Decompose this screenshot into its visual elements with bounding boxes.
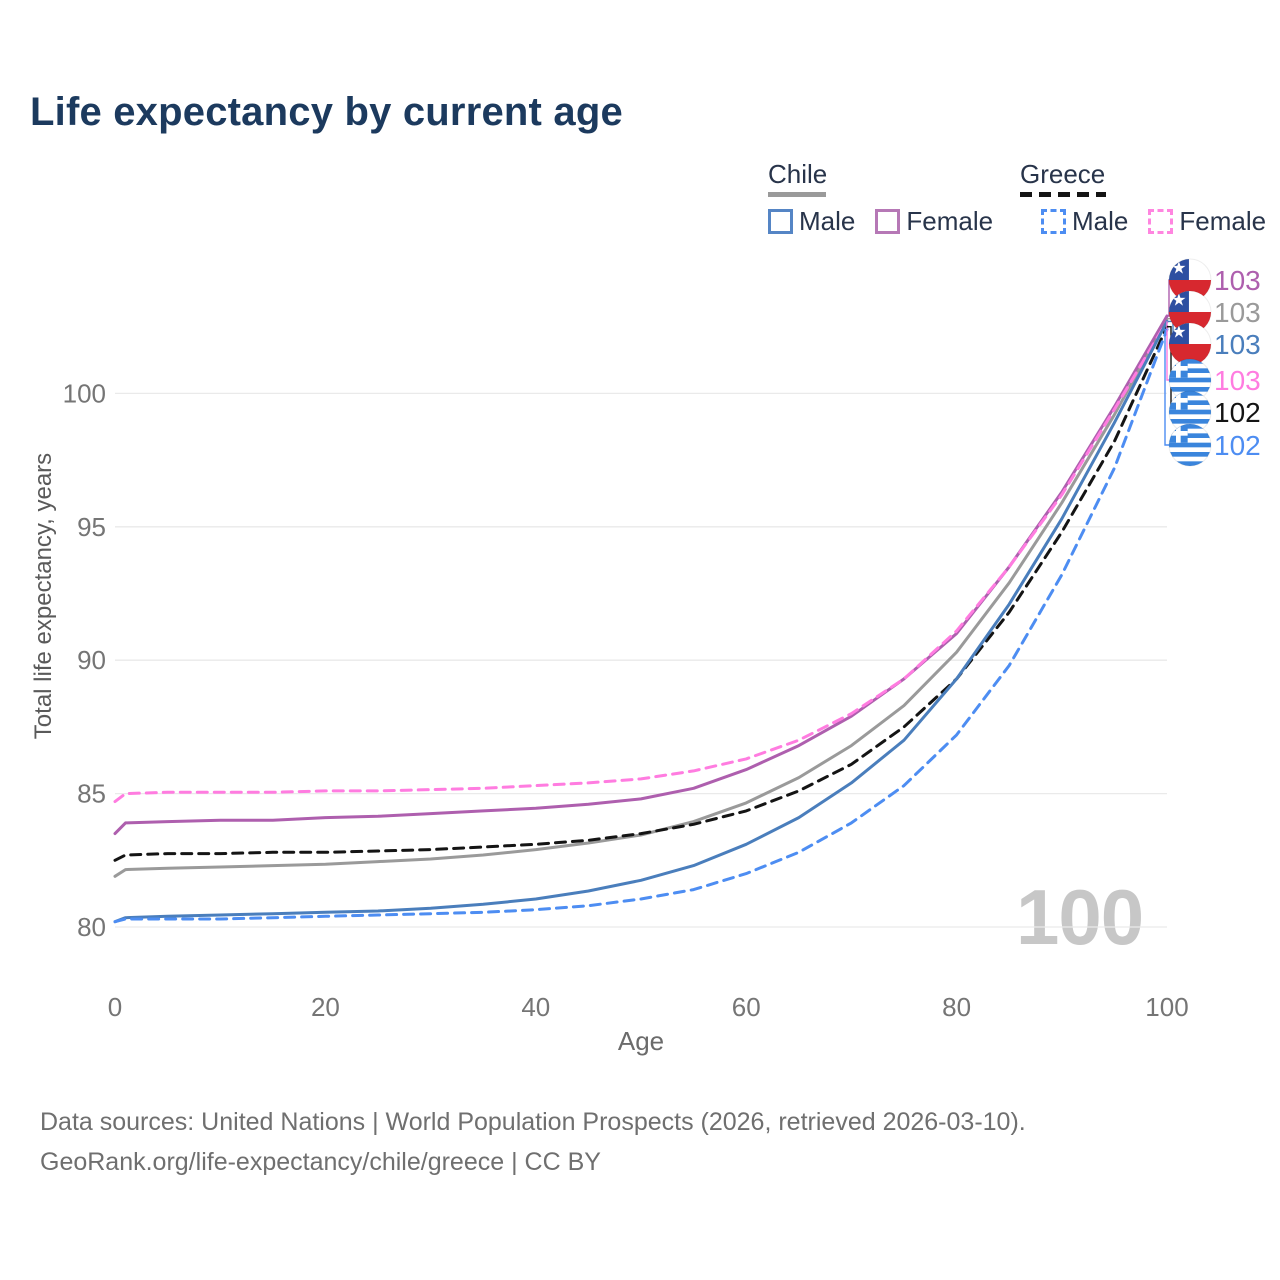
legend-underline-chile xyxy=(768,192,826,197)
legend-underline-greece xyxy=(1020,192,1106,197)
x-tick-label: 20 xyxy=(311,992,340,1022)
series-line-greece-male xyxy=(113,327,1169,924)
y-tick-label: 100 xyxy=(63,378,106,408)
end-value-label: 102 xyxy=(1214,430,1261,461)
footer-attribution: GeoRank.org/life-expectancy/chile/greece… xyxy=(40,1148,601,1176)
legend-item-label: Male xyxy=(1072,206,1129,236)
series-line-greece-female xyxy=(113,319,1169,804)
end-annotation-greece-female: 103 xyxy=(1168,358,1261,402)
end-value-label: 103 xyxy=(1214,297,1261,328)
end-annotation-greece-male: 102 xyxy=(1168,423,1261,467)
page-title: Life expectancy by current age xyxy=(30,90,623,134)
y-tick-label: 95 xyxy=(77,512,106,542)
legend-item-label: Male xyxy=(799,206,856,236)
x-tick-label: 100 xyxy=(1145,992,1188,1022)
legend-group-chile[interactable]: Chile xyxy=(768,159,828,189)
series-line-chile-all xyxy=(113,317,1169,878)
y-tick-label: 90 xyxy=(77,645,106,675)
series-line-greece-all xyxy=(113,325,1169,862)
legend-item-greece-male[interactable]: Male xyxy=(1041,206,1128,237)
legend-item-chile-male[interactable]: Male xyxy=(768,206,855,237)
end-value-label: 103 xyxy=(1214,329,1261,360)
y-tick-label: 85 xyxy=(77,779,106,809)
x-tick-label: 80 xyxy=(942,992,971,1022)
x-tick-label: 60 xyxy=(732,992,761,1022)
svg-text:★: ★ xyxy=(1171,259,1186,278)
series-line-chile-male xyxy=(113,319,1169,924)
legend-item-label: Female xyxy=(906,206,994,236)
leader-line-greece-male xyxy=(1164,328,1170,446)
greece-female-swatch-icon xyxy=(1148,209,1174,234)
end-value-label: 103 xyxy=(1214,365,1261,396)
y-axis-title: Total life expectancy, years xyxy=(30,452,57,740)
legend-item-label: Female xyxy=(1179,206,1267,236)
x-tick-label: 40 xyxy=(521,992,550,1022)
x-axis-title: Age xyxy=(617,1026,665,1056)
y-tick-label: 80 xyxy=(77,912,106,942)
footer-data-sources: Data sources: United Nations | World Pop… xyxy=(40,1108,1026,1136)
end-annotation-chile-male: ★ 103 xyxy=(1168,322,1261,366)
chile-male-swatch-icon xyxy=(768,209,793,234)
end-value-label: 102 xyxy=(1214,397,1261,428)
x-tick-label: 0 xyxy=(108,992,122,1022)
chile-flag-icon: ★ xyxy=(1169,323,1211,365)
end-value-label: 103 xyxy=(1214,265,1261,296)
legend-item-chile-female[interactable]: Female xyxy=(875,206,993,237)
leader-line-greece-female xyxy=(1166,321,1170,381)
legend-group-greece[interactable]: Greece xyxy=(1020,159,1106,189)
greece-male-swatch-icon xyxy=(1041,209,1066,234)
legend-item-greece-female[interactable]: Female xyxy=(1148,206,1266,237)
watermark-age-100: 100 xyxy=(1016,873,1144,961)
chile-female-swatch-icon xyxy=(875,209,901,234)
